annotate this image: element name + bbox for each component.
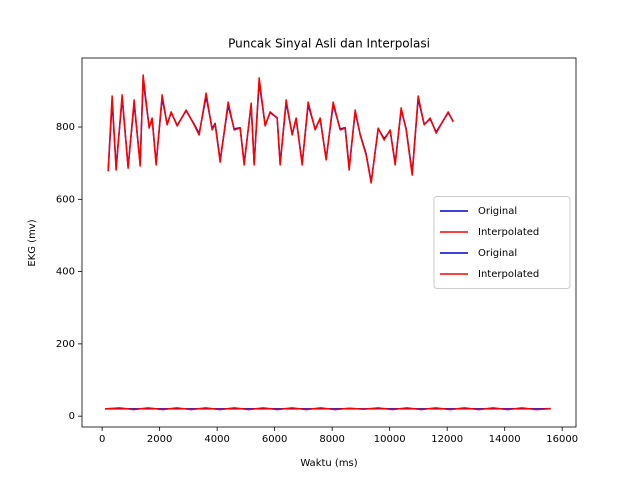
x-tick-label: 12000 — [431, 434, 463, 445]
legend-label: Original — [478, 248, 517, 259]
y-tick-label: 0 — [69, 411, 75, 422]
plot-frame — [81, 57, 577, 428]
x-tick-label: 0 — [99, 434, 105, 445]
x-tick-label: 6000 — [262, 434, 287, 445]
y-tick-label: 200 — [56, 339, 75, 350]
y-tick-label: 600 — [56, 194, 75, 205]
legend-box — [433, 196, 571, 289]
x-tick-label: 10000 — [374, 434, 406, 445]
x-tick-label: 14000 — [489, 434, 521, 445]
series-line — [104, 407, 551, 411]
x-tick-label: 16000 — [546, 434, 578, 445]
x-axis-label: Waktu (ms) — [300, 458, 357, 469]
x-tick-label: 8000 — [319, 434, 344, 445]
x-tick-label: 4000 — [204, 434, 229, 445]
y-tick-label: 400 — [56, 267, 75, 278]
y-tick-label: 800 — [56, 122, 75, 133]
x-tick-label: 2000 — [147, 434, 172, 445]
chart-title: Puncak Sinyal Asli dan Interpolasi — [228, 37, 430, 51]
series-line — [107, 74, 454, 184]
legend-label: Interpolated — [478, 227, 539, 238]
legend-label: Original — [478, 206, 517, 217]
legend-label: Interpolated — [478, 269, 539, 280]
y-axis-label: EKG (mv) — [27, 219, 38, 266]
